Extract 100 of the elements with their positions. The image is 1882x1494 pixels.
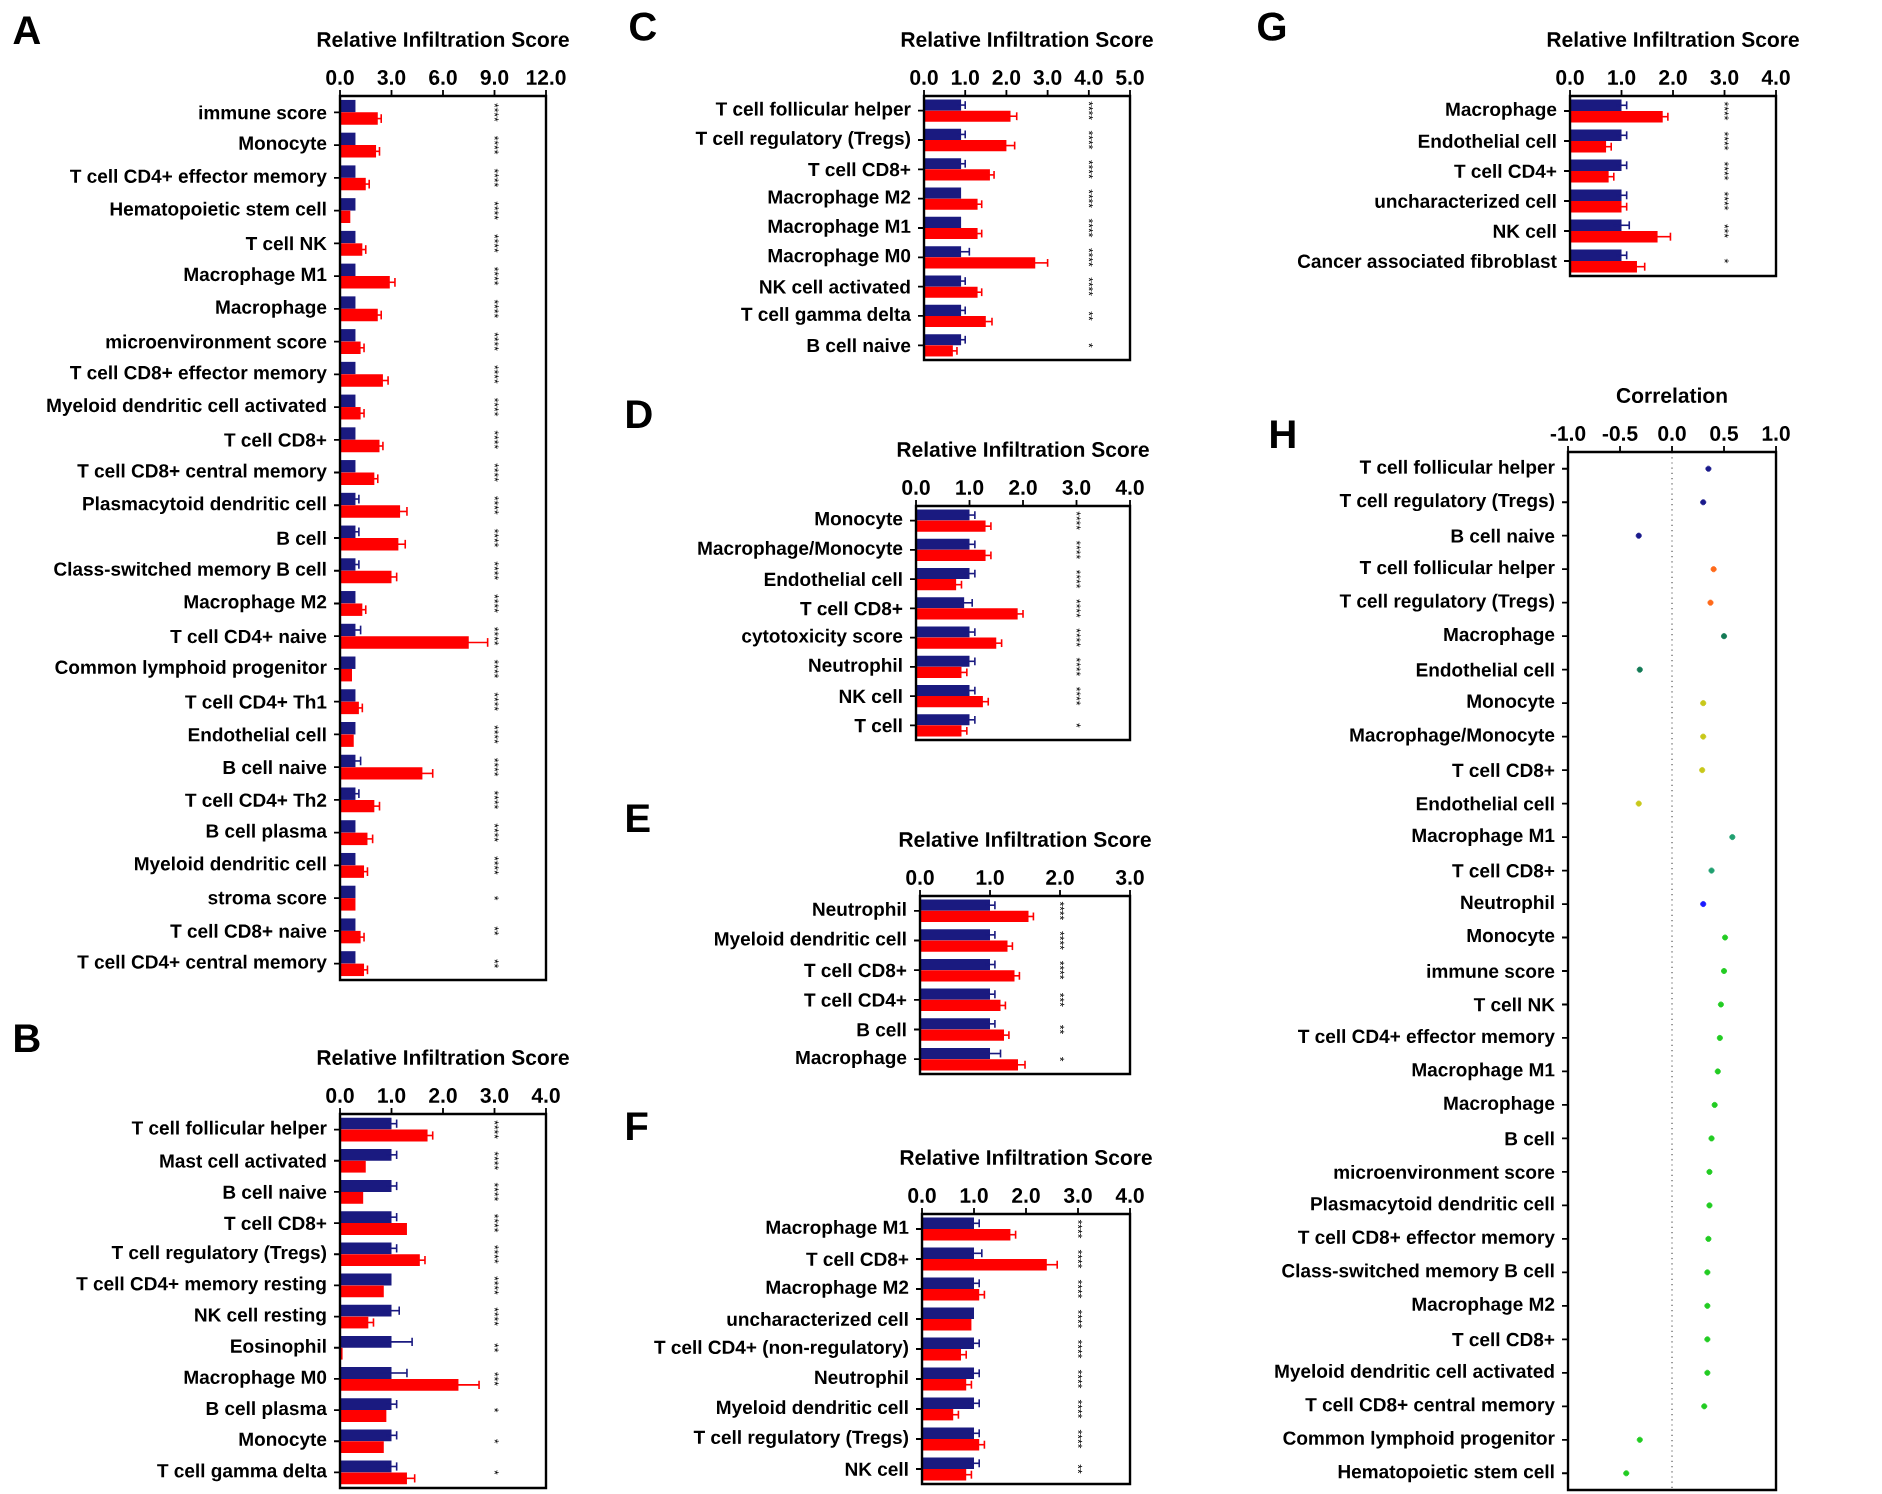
- bar: [922, 1217, 975, 1229]
- point: [1636, 666, 1643, 673]
- bar: [916, 696, 983, 708]
- y-tick-label: B cell naive: [223, 760, 327, 775]
- point: [1716, 1034, 1723, 1041]
- y-tick-label: Eosinophil: [231, 1338, 326, 1357]
- point: [1704, 1369, 1711, 1376]
- y-tick-label: immune score: [1427, 964, 1555, 978]
- bar: [924, 216, 962, 228]
- bar: [340, 276, 390, 289]
- x-tick-label: 1.0: [976, 870, 1004, 885]
- bar: [340, 112, 378, 125]
- bar: [340, 820, 356, 833]
- y-tick-label: T cell CD8+ effector memory: [70, 365, 327, 384]
- y-tick-label: Endothelial cell: [1416, 662, 1554, 677]
- bar: [340, 1254, 420, 1267]
- y-tick-label: Neutrophil: [813, 901, 906, 920]
- bar: [924, 99, 962, 111]
- bar: [924, 275, 962, 287]
- chart-title: Relative Infiltration Score: [1547, 31, 1799, 47]
- bar: [340, 439, 380, 453]
- bar: [1570, 129, 1622, 141]
- y-tick-label: T cell CD8+ central memory: [1305, 1397, 1555, 1416]
- text: B: [15, 1024, 40, 1052]
- y-tick-label: T cell CD8+: [1452, 863, 1555, 878]
- bar: [924, 227, 978, 240]
- y-tick-label: Macrophage M2: [768, 189, 911, 208]
- x-tick-label: 2.0: [1659, 70, 1687, 85]
- y-tick-label: T cell NK: [1473, 997, 1555, 1012]
- bar: [922, 1457, 975, 1469]
- bar: [340, 198, 356, 211]
- y-tick-label: Neutrophil: [809, 658, 902, 676]
- y-tick-label: T cell CD8+: [800, 601, 903, 616]
- bar: [922, 1229, 1011, 1241]
- y-tick-label: NK cell resting: [195, 1307, 326, 1326]
- bar: [920, 910, 1029, 923]
- bar: [340, 898, 356, 911]
- point: [1714, 1068, 1721, 1075]
- y-tick-label: NK cell: [845, 1462, 908, 1476]
- y-tick-label: B cell naive: [807, 338, 911, 353]
- y-tick-label: Neutrophil: [815, 1370, 908, 1388]
- point: [1701, 1403, 1708, 1410]
- bar: [1570, 140, 1607, 153]
- bar: [924, 187, 962, 199]
- y-tick-label: Macrophage M2: [1412, 1296, 1555, 1315]
- y-tick-label: T cell CD8+: [806, 1252, 909, 1266]
- bar: [922, 1289, 980, 1301]
- bar: [922, 1337, 975, 1349]
- x-tick-label: 0.0: [910, 70, 938, 85]
- bar: [920, 1059, 1019, 1071]
- y-tick-label: Hematopoietic stem cell: [110, 201, 326, 220]
- x-tick-label: 0.0: [906, 870, 934, 885]
- bar: [916, 538, 970, 550]
- bar: [340, 558, 356, 571]
- y-tick-label: T cell regulatory (Tregs): [1339, 493, 1555, 512]
- bar: [924, 128, 962, 140]
- y-tick-label: T cell CD4+: [804, 992, 907, 1007]
- y-tick-label: Hematopoietic stem cell: [1338, 1464, 1554, 1483]
- y-tick-label: T cell CD8+: [224, 432, 327, 447]
- y-tick-label: T cell CD8+ effector memory: [1298, 1230, 1555, 1248]
- point: [1704, 1269, 1711, 1276]
- bar: [916, 666, 962, 678]
- bar: [920, 940, 1008, 952]
- x-tick-label: 5.0: [1116, 70, 1144, 85]
- bar: [340, 1180, 392, 1192]
- bar: [340, 460, 356, 473]
- bar: [924, 169, 990, 181]
- bar: [920, 988, 991, 1000]
- chart-title: Correlation: [1616, 387, 1727, 403]
- bar: [340, 505, 401, 518]
- y-tick-label: T cell CD8+: [804, 963, 907, 978]
- bar: [340, 689, 356, 702]
- bar: [340, 1472, 407, 1485]
- y-tick-label: Macrophage: [1444, 627, 1555, 646]
- y-tick-label: Plasmacytoid dendritic cell: [83, 496, 326, 515]
- point: [1729, 834, 1736, 841]
- y-tick-label: Macrophage M0: [768, 248, 911, 267]
- bar: [920, 929, 991, 941]
- x-tick-label: 0.0: [326, 1088, 354, 1103]
- point: [1722, 934, 1729, 941]
- bar: [340, 329, 356, 342]
- bar: [340, 1117, 392, 1130]
- y-tick-label: Monocyte: [815, 512, 903, 530]
- y-tick-label: Macrophage M2: [184, 594, 327, 613]
- y-tick-label: Myeloid dendritic cell: [715, 931, 906, 950]
- bar: [920, 1029, 1005, 1041]
- x-tick-label: 3.0: [377, 70, 406, 85]
- bar: [1570, 249, 1622, 261]
- point: [1700, 499, 1707, 506]
- bar: [340, 296, 356, 309]
- x-tick-label: 2.0: [429, 1088, 457, 1103]
- bar: [340, 787, 356, 800]
- y-tick-label: T cell CD8+ naive: [170, 923, 327, 938]
- y-tick-label: Myeloid dendritic cell activated: [1275, 1363, 1554, 1382]
- bar: [922, 1277, 975, 1289]
- y-tick-label: T cell CD8+: [224, 1216, 327, 1231]
- bar: [1570, 260, 1637, 273]
- x-tick-label: 3.0: [1710, 70, 1739, 85]
- y-tick-label: B cell plasma: [206, 823, 328, 842]
- bar: [1570, 110, 1663, 123]
